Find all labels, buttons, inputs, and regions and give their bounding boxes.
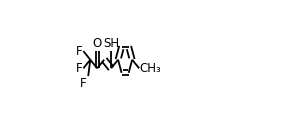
Text: CH₃: CH₃ [140, 62, 162, 75]
Text: O: O [93, 37, 102, 50]
Text: F: F [76, 45, 83, 58]
Text: F: F [76, 62, 83, 75]
Text: SH: SH [103, 37, 119, 50]
Text: F: F [80, 77, 87, 90]
